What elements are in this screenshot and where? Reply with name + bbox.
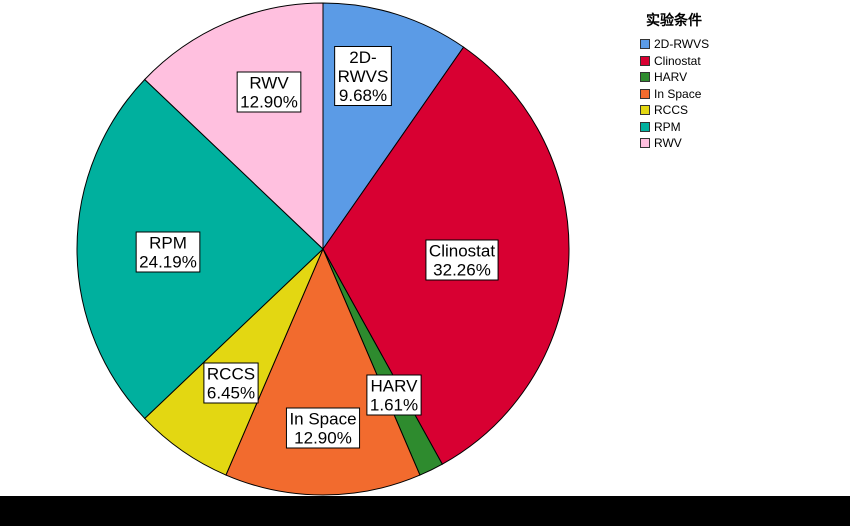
legend-swatch xyxy=(640,105,650,116)
legend-item: RCCS xyxy=(640,102,709,119)
legend-label: RWV xyxy=(654,136,682,151)
slice-name-text: Clinostat xyxy=(429,242,495,261)
slice-name-text: RCCS xyxy=(207,365,255,384)
slice-percent-text: 12.90% xyxy=(240,93,298,112)
pie-slice-in-space xyxy=(225,247,421,496)
slice-percent-text: 1.61% xyxy=(370,396,418,415)
slice-percent-text: 32.26% xyxy=(433,261,491,280)
slice-percent-text: 24.19% xyxy=(139,253,197,272)
legend-label: Clinostat xyxy=(654,53,701,68)
pie-slice-rwv xyxy=(144,2,324,251)
legend: 实验条件 2D-RWVS Clinostat HARV In Space RCCS RPM… xyxy=(640,10,709,152)
legend-label: RPM xyxy=(654,119,681,134)
legend-swatch xyxy=(640,88,650,99)
legend-swatch xyxy=(640,39,650,50)
slice-name-text: In Space xyxy=(289,410,356,429)
slice-percent-text: 12.90% xyxy=(294,429,352,448)
legend-label: In Space xyxy=(654,86,702,101)
legend-swatch xyxy=(640,121,650,132)
slice-name-text: 2D- xyxy=(349,48,376,67)
legend-label: RCCS xyxy=(654,103,689,118)
legend-item: HARV xyxy=(640,69,709,86)
legend-title: 实验条件 xyxy=(646,13,702,29)
slice-name-text: RPM xyxy=(149,234,187,253)
legend-item: 2D-RWVS xyxy=(640,36,709,53)
slice-percent-text: 9.68% xyxy=(339,86,387,105)
legend-swatch xyxy=(640,72,650,83)
legend-item: RPM xyxy=(640,119,709,136)
legend-label: HARV xyxy=(654,70,688,85)
slice-name-text: RWVS xyxy=(338,67,389,86)
legend-item: RWV xyxy=(640,135,709,152)
slice-name-text: HARV xyxy=(371,377,419,396)
slice-name-text: RWV xyxy=(249,74,289,93)
bottom-bar xyxy=(0,496,850,526)
legend-label: 2D-RWVS xyxy=(654,37,710,52)
legend-item: Clinostat xyxy=(640,53,709,70)
legend-swatch xyxy=(640,55,650,66)
legend-swatch xyxy=(640,138,650,149)
slice-percent-text: 6.45% xyxy=(207,384,255,403)
legend-item: In Space xyxy=(640,86,709,103)
